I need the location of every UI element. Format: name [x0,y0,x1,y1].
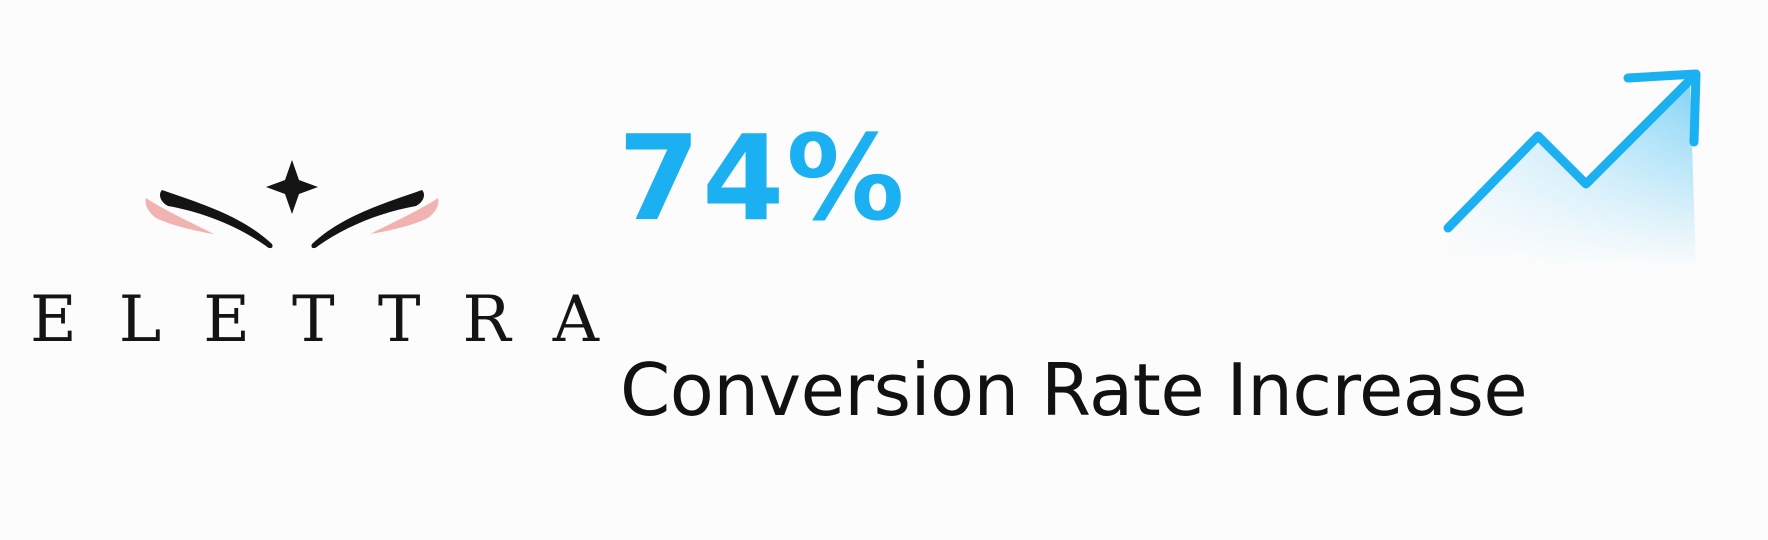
brand-wordmark: ELETTRA [30,283,641,357]
trending-up-icon [1443,69,1701,270]
brand-logo: ELETTRA [30,160,641,360]
stat-value: 74% [618,109,907,247]
wings-star-icon [145,160,439,249]
stat-label: Conversion Rate Increase [620,348,1528,432]
